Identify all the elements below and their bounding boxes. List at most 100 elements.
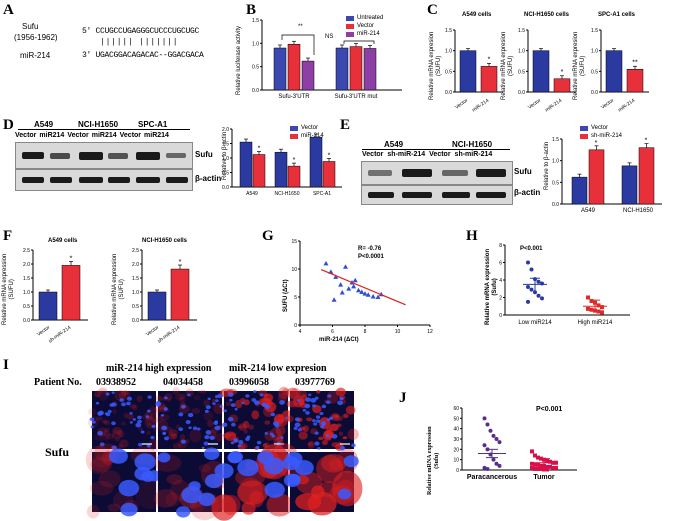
j-point-para — [485, 466, 490, 471]
e-bar-sh-0 — [588, 149, 605, 205]
j-point-para — [497, 440, 502, 445]
d-legend-swatch-mir — [290, 133, 298, 139]
d-star-2: * — [328, 152, 331, 159]
h-point-high — [586, 306, 590, 311]
j-ytick-label: 20 — [453, 447, 459, 453]
f1-ytick-label: 0.5 — [23, 304, 30, 310]
j-p: P<0.001 — [536, 406, 563, 413]
h-point-high — [589, 299, 594, 303]
j-point-para — [488, 428, 493, 433]
i-low-title: miR-214 low expresion — [229, 363, 327, 374]
d-actin-label: β-actin — [195, 174, 222, 183]
j-point-tumor — [533, 462, 537, 467]
micrograph-tile — [154, 387, 226, 451]
e-cell-divider — [362, 149, 510, 150]
c2-ytick-label: 0.5 — [518, 69, 525, 75]
micrograph-tile — [282, 448, 363, 516]
g-ytick-label: 0 — [294, 323, 297, 329]
c3-ytick-label: 1.5 — [591, 28, 598, 34]
g-p: P<0.0001 — [358, 254, 384, 260]
d-bar-mir-2 — [322, 161, 336, 188]
c2-x-vector: Vector — [527, 98, 542, 111]
b-sig-bracket — [281, 34, 315, 55]
f1-bar-sh — [61, 265, 81, 321]
c1-x-mir: miR-214 — [471, 98, 490, 114]
g-point — [343, 264, 348, 269]
j-point-para — [482, 443, 487, 448]
g-point — [351, 283, 357, 289]
d-ytick-label: 0.5 — [222, 171, 229, 177]
mirna-label: miR-214 — [20, 51, 51, 60]
f2-ytick-label: 0.0 — [132, 318, 139, 324]
h-ytick-label: 4 — [499, 278, 502, 284]
j-point-tumor — [539, 466, 543, 471]
j-point-tumor — [533, 466, 537, 471]
g-point — [323, 260, 329, 266]
panel-label-e: E — [340, 117, 351, 133]
legend-swatch-vector — [346, 23, 354, 29]
f2-ytick-label: 2.5 — [132, 248, 139, 254]
g-ytick-label: 5 — [294, 295, 297, 301]
f2-bar-vector — [147, 291, 167, 321]
micrograph-tile — [211, 443, 299, 521]
c3-bar-mir — [626, 69, 644, 93]
f1-ytick-label: 2.0 — [23, 262, 30, 268]
h-point-low — [536, 293, 541, 298]
j-point-para — [491, 433, 496, 438]
sufu-sequence: 5' CCUGCCUGAGGGCUCCCUGCUGC — [82, 27, 200, 36]
e-ytick-label: 0.5 — [552, 180, 559, 186]
b-bar-1-2 — [363, 48, 377, 91]
f2-bar-sh — [170, 268, 190, 321]
e-cell-a549: A549 — [384, 140, 404, 149]
micrograph-tile — [153, 447, 228, 521]
f1-title: A549 cells — [48, 238, 78, 244]
sufu-gene-label: Sufu — [22, 22, 39, 31]
j-point-tumor — [530, 461, 534, 466]
d-xlabel-2: SPC-A1 — [313, 191, 331, 197]
j-xlabel-1: Tumor — [533, 474, 555, 481]
e-legend-swatch-vector — [580, 125, 588, 131]
j-point-tumor — [545, 458, 549, 463]
b-ytick-label: 1.5 — [252, 18, 259, 24]
h-xlabel-0: Low miR214 — [518, 320, 552, 326]
c2-ytick-label: 0.0 — [518, 90, 525, 96]
e-actin-blot — [361, 185, 513, 205]
legend-swatch-mir214 — [346, 31, 354, 37]
h-point-high — [596, 309, 601, 314]
c1-ytick-label: 1.5 — [445, 28, 452, 34]
e-legend: Vector sh-miR-214 — [580, 124, 622, 140]
micrograph-tile — [220, 386, 294, 451]
f1-x-vector: Vector — [36, 325, 51, 338]
g-point — [375, 294, 381, 299]
g-ytick-label: 15 — [291, 239, 297, 245]
j-point-tumor — [545, 467, 549, 472]
d-sufu-blot — [15, 142, 193, 169]
c1-ytick-label: 0.0 — [445, 90, 452, 96]
e-ytick-label: 0.0 — [552, 202, 559, 208]
f1-ytick-label: 2.5 — [23, 248, 30, 254]
h-point-low — [536, 279, 541, 284]
panel-label-g: G — [262, 228, 274, 244]
d-actin-blot — [15, 169, 193, 191]
c1-ytick-label: 0.5 — [445, 69, 452, 75]
d-bar-vector-0 — [239, 141, 253, 188]
e-legend-vector: Vector — [591, 125, 609, 131]
d-xlabel-1: NCI-H1650 — [274, 191, 299, 197]
e-actin-label: β-actin — [514, 188, 541, 197]
j-ytick-label: 30 — [453, 437, 459, 443]
g-xtick-label: 12 — [427, 329, 433, 335]
b-bar-0-0 — [273, 47, 287, 91]
panel-label-h: H — [466, 228, 478, 244]
b-ns-bracket — [343, 40, 375, 44]
j-point-tumor — [551, 465, 555, 470]
h-p: P<0.001 — [520, 246, 543, 252]
f2-x-sh: sh-miR-214 — [157, 325, 182, 345]
legend-vector: Vector — [357, 23, 375, 29]
h-point-high — [586, 295, 590, 300]
i-row-label: Sufu — [45, 445, 70, 459]
b-ytick-label: 0.5 — [252, 65, 259, 71]
j-point-tumor — [530, 449, 534, 454]
c1-ytick-label: 1.0 — [445, 49, 452, 55]
g-point — [362, 291, 368, 296]
c3-x-vector: Vector — [600, 98, 615, 111]
